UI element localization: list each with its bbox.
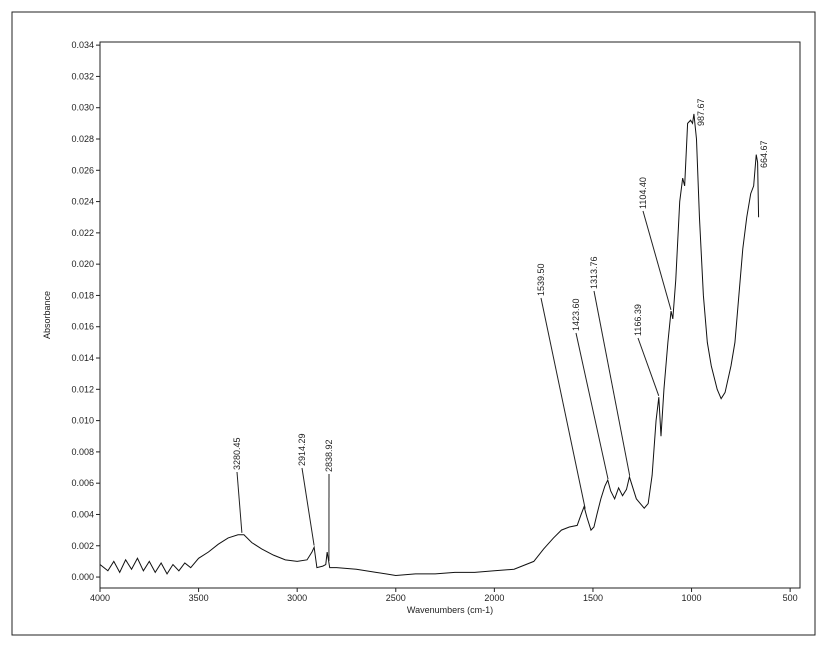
x-tick-label: 500 [783,593,798,603]
annotation-leader [594,291,630,476]
annotation-leader [237,472,242,533]
frame [12,12,815,635]
annotation-label: 1166.39 [633,304,643,336]
x-tick-label: 1000 [682,593,702,603]
y-tick-label: 0.014 [71,353,94,363]
annotation-label: 1104.40 [638,177,648,209]
x-tick-label: 2000 [484,593,504,603]
annotation-label: 987.67 [696,98,706,126]
y-tick-label: 0.008 [71,447,94,457]
y-tick-label: 0.016 [71,322,94,332]
x-tick-label: 4000 [90,593,110,603]
annotation-label: 3280.45 [232,437,242,470]
y-tick-label: 0.022 [71,228,94,238]
y-tick-label: 0.024 [71,197,94,207]
annotation-label: 2838.92 [324,439,334,472]
y-tick-label: 0.004 [71,509,94,519]
y-tick-label: 0.002 [71,541,94,551]
annotation-label: 1539.50 [536,263,546,296]
y-tick-label: 0.020 [71,259,94,269]
x-tick-label: 1500 [583,593,603,603]
annotation-leader [643,211,671,310]
y-tick-label: 0.006 [71,478,94,488]
annotation-leader [638,338,659,396]
y-tick-label: 0.018 [71,290,94,300]
annotation-leader [576,333,608,479]
y-tick-label: 0.010 [71,416,94,426]
spectrum-line [100,114,759,576]
y-axis-title: Absorbance [42,291,52,339]
x-tick-label: 2500 [386,593,406,603]
y-tick-label: 0.026 [71,165,94,175]
annotation-label: 2914.29 [297,433,307,466]
annotation-label: 1313.76 [589,256,599,289]
y-tick-label: 0.034 [71,40,94,50]
y-tick-label: 0.000 [71,572,94,582]
y-tick-label: 0.028 [71,134,94,144]
x-tick-label: 3500 [189,593,209,603]
annotation-label: 664.67 [759,140,769,168]
x-axis-title: Wavenumbers (cm-1) [407,605,493,615]
annotation-leader [302,468,314,545]
y-tick-label: 0.030 [71,103,94,113]
x-tick-label: 3000 [287,593,307,603]
annotation-label: 1423.60 [571,298,581,331]
y-tick-label: 0.032 [71,71,94,81]
y-tick-label: 0.012 [71,384,94,394]
